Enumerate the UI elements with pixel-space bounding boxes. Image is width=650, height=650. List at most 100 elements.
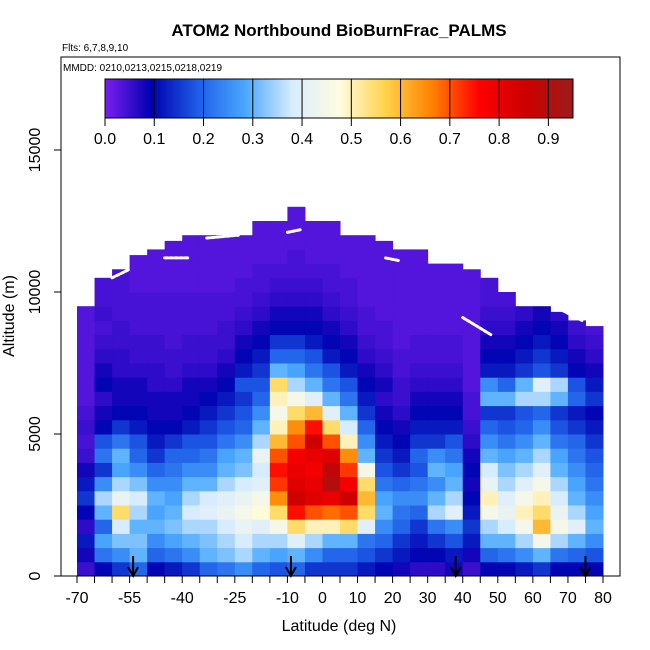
heatmap-cell bbox=[182, 249, 201, 265]
heatmap-cell bbox=[269, 533, 288, 549]
heatmap-cell bbox=[234, 419, 253, 435]
heatmap-cell bbox=[77, 519, 96, 534]
heatmap-cell bbox=[427, 391, 446, 407]
heatmap-cell bbox=[287, 334, 306, 350]
heatmap-cell bbox=[164, 348, 183, 364]
heatmap-cell bbox=[199, 348, 218, 364]
heatmap-cell bbox=[164, 490, 183, 506]
heatmap-cell bbox=[164, 263, 183, 279]
heatmap-cell bbox=[322, 249, 341, 265]
heatmap-cell bbox=[322, 263, 341, 279]
heatmap-cell bbox=[234, 561, 253, 576]
heatmap-cell bbox=[182, 320, 201, 336]
heatmap-cell bbox=[217, 490, 236, 506]
heatmap-cell bbox=[287, 547, 306, 563]
colorbar: 0.0 0.1 0.2 0.3 0.4 0.5 0.6 0.7 0.8 0.9 bbox=[94, 78, 574, 148]
heatmap-cell bbox=[585, 419, 604, 435]
heatmap-cell bbox=[480, 476, 499, 492]
heatmap-cell bbox=[550, 419, 569, 435]
heatmap-cell bbox=[112, 306, 131, 321]
heatmap-cell bbox=[287, 206, 306, 222]
heatmap-cell bbox=[77, 434, 96, 449]
heatmap-cell bbox=[234, 434, 253, 449]
heatmap-cell bbox=[410, 419, 429, 435]
heatmap-cell bbox=[357, 462, 376, 478]
heatmap-cell bbox=[287, 505, 306, 520]
heatmap-cell bbox=[94, 391, 113, 407]
heatmap-cell bbox=[585, 476, 604, 492]
heatmap-cell bbox=[567, 448, 586, 463]
heatmap-cell bbox=[112, 519, 131, 534]
colorbar-tick-label: 0.6 bbox=[389, 131, 411, 148]
heatmap-cell bbox=[77, 448, 96, 463]
colorbar-tick-label: 0.5 bbox=[340, 131, 362, 148]
heatmap-cell bbox=[182, 490, 201, 506]
heatmap-cell bbox=[480, 348, 499, 364]
heatmap-cell bbox=[480, 334, 499, 350]
heatmap-cell bbox=[497, 490, 516, 506]
heatmap-cell bbox=[217, 320, 236, 336]
heatmap-cell bbox=[77, 391, 96, 407]
heatmap-cell bbox=[515, 561, 534, 576]
heatmap-cell bbox=[497, 334, 516, 350]
heatmap-cell bbox=[462, 363, 481, 378]
heatmap-cell bbox=[427, 505, 446, 520]
heatmap-cell bbox=[550, 462, 569, 478]
heatmap-cell bbox=[392, 277, 411, 293]
y-axis: 0 5000 10000 15000 bbox=[27, 128, 62, 580]
heatmap-cell bbox=[375, 292, 394, 307]
heatmap-cell bbox=[445, 519, 464, 534]
heatmap-cell bbox=[497, 434, 516, 449]
heatmap-cell bbox=[375, 533, 394, 549]
heatmap-cell bbox=[322, 221, 341, 236]
heatmap-cell bbox=[252, 377, 271, 392]
heatmap-cell bbox=[427, 292, 446, 307]
heatmap-cell bbox=[199, 377, 218, 392]
heatmap-cell bbox=[322, 320, 341, 336]
heatmap-cell bbox=[287, 419, 306, 435]
heatmap-cell bbox=[287, 476, 306, 492]
heatmap-cell bbox=[234, 263, 253, 279]
x-tick-label: 40 bbox=[454, 590, 472, 607]
heatmap-cell bbox=[147, 249, 166, 265]
heatmap-cell bbox=[567, 462, 586, 478]
heatmap-cell bbox=[112, 334, 131, 350]
x-tick-label: -10 bbox=[276, 590, 299, 607]
heatmap-cell bbox=[462, 505, 481, 520]
heatmap-cell bbox=[445, 320, 464, 336]
heatmap-cell bbox=[129, 363, 148, 378]
heatmap-cell bbox=[567, 434, 586, 449]
heatmap-cell bbox=[357, 320, 376, 336]
heatmap-cell bbox=[357, 363, 376, 378]
heatmap-cell bbox=[129, 405, 148, 421]
heatmap-cell bbox=[375, 547, 394, 563]
heatmap-cell bbox=[252, 448, 271, 463]
heatmap-cell bbox=[410, 263, 429, 279]
heatmap-cell bbox=[234, 249, 253, 265]
heatmap-cell bbox=[199, 533, 218, 549]
heatmap-cell bbox=[129, 277, 148, 293]
heatmap-cell bbox=[287, 306, 306, 321]
y-tick-label: 15000 bbox=[27, 128, 44, 173]
heatmap-cell bbox=[164, 476, 183, 492]
heatmap-cell bbox=[77, 462, 96, 478]
heatmap-cell bbox=[217, 434, 236, 449]
heatmap-cell bbox=[462, 269, 481, 279]
heatmap-cell bbox=[287, 448, 306, 463]
heatmap-cell bbox=[94, 561, 113, 576]
heatmap-cell bbox=[550, 348, 569, 364]
heatmap-cell bbox=[445, 377, 464, 392]
heatmap-cell bbox=[497, 377, 516, 392]
heatmap-cell bbox=[217, 235, 236, 250]
heatmap-cell bbox=[112, 505, 131, 520]
heatmap-cell bbox=[94, 306, 113, 321]
heatmap-cell bbox=[357, 561, 376, 576]
heatmap-cell bbox=[322, 490, 341, 506]
heatmap-cell bbox=[252, 419, 271, 435]
heatmap-cell bbox=[147, 348, 166, 364]
heatmap-cell bbox=[392, 519, 411, 534]
heatmap-cell bbox=[112, 377, 131, 392]
heatmap-cell bbox=[164, 505, 183, 520]
heatmap-cell bbox=[585, 405, 604, 421]
heatmap-cell bbox=[147, 405, 166, 421]
